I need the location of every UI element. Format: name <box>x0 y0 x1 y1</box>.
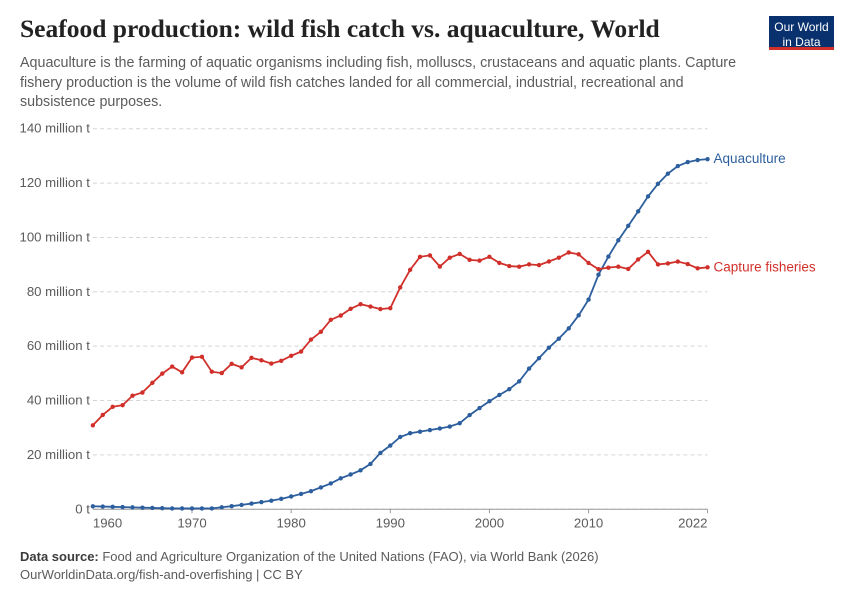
svg-text:120 million t: 120 million t <box>20 175 91 190</box>
svg-text:100 million t: 100 million t <box>20 229 91 244</box>
svg-text:1990: 1990 <box>376 515 405 530</box>
svg-text:1960: 1960 <box>93 515 122 530</box>
svg-text:140 million t: 140 million t <box>20 121 91 136</box>
svg-text:0 t: 0 t <box>75 501 90 516</box>
svg-text:Aquaculture: Aquaculture <box>714 151 786 166</box>
svg-text:80 million t: 80 million t <box>27 284 90 299</box>
svg-text:1970: 1970 <box>177 515 206 530</box>
svg-text:2022: 2022 <box>678 515 707 530</box>
svg-text:2000: 2000 <box>475 515 504 530</box>
svg-text:40 million t: 40 million t <box>27 393 90 408</box>
svg-text:Capture fisheries: Capture fisheries <box>714 259 816 274</box>
svg-text:2010: 2010 <box>574 515 603 530</box>
svg-text:20 million t: 20 million t <box>27 447 90 462</box>
svg-text:1980: 1980 <box>276 515 305 530</box>
svg-text:60 million t: 60 million t <box>27 338 90 353</box>
